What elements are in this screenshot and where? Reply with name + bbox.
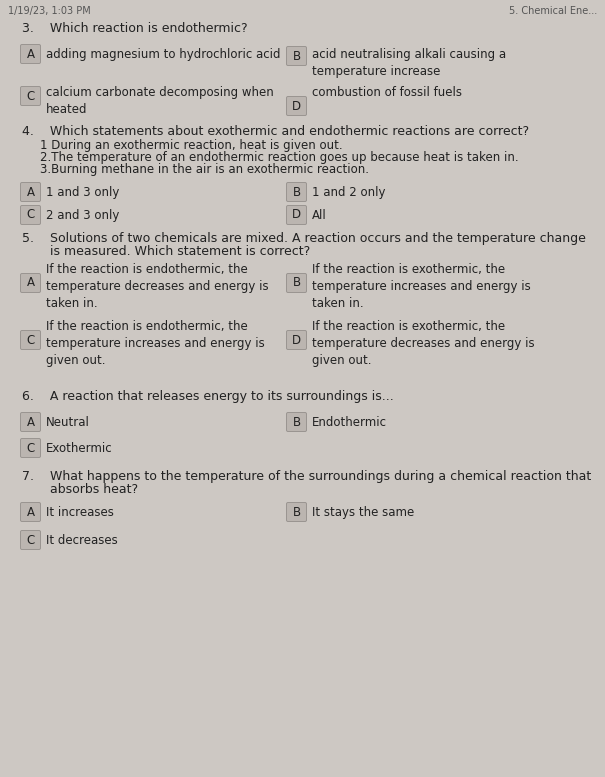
Text: 6.    A reaction that releases energy to its surroundings is...: 6. A reaction that releases energy to it…	[22, 390, 394, 403]
Text: B: B	[292, 506, 301, 518]
Text: A: A	[27, 277, 34, 290]
Text: It increases: It increases	[46, 506, 114, 519]
Text: It stays the same: It stays the same	[312, 506, 414, 519]
FancyBboxPatch shape	[21, 86, 41, 106]
FancyBboxPatch shape	[21, 44, 41, 64]
FancyBboxPatch shape	[21, 274, 41, 292]
Text: 1 and 2 only: 1 and 2 only	[312, 186, 385, 199]
FancyBboxPatch shape	[21, 413, 41, 431]
Text: If the reaction is exothermic, the
temperature increases and energy is
taken in.: If the reaction is exothermic, the tempe…	[312, 263, 531, 310]
Text: A: A	[27, 416, 34, 428]
Text: If the reaction is endothermic, the
temperature decreases and energy is
taken in: If the reaction is endothermic, the temp…	[46, 263, 269, 310]
Text: 1/19/23, 1:03 PM: 1/19/23, 1:03 PM	[8, 6, 91, 16]
Text: Exothermic: Exothermic	[46, 442, 113, 455]
Text: B: B	[292, 50, 301, 62]
FancyBboxPatch shape	[21, 503, 41, 521]
Text: 3.    Which reaction is endothermic?: 3. Which reaction is endothermic?	[22, 22, 247, 35]
Text: C: C	[27, 441, 34, 455]
FancyBboxPatch shape	[287, 47, 307, 65]
Text: Neutral: Neutral	[46, 416, 90, 429]
FancyBboxPatch shape	[287, 413, 307, 431]
Text: D: D	[292, 208, 301, 221]
Text: 2.The temperature of an endothermic reaction goes up because heat is taken in.: 2.The temperature of an endothermic reac…	[40, 151, 518, 164]
Text: B: B	[292, 416, 301, 428]
Text: B: B	[292, 186, 301, 198]
Text: 5.    Solutions of two chemicals are mixed. A reaction occurs and the temperatur: 5. Solutions of two chemicals are mixed.…	[22, 232, 586, 245]
Text: adding magnesium to hydrochloric acid: adding magnesium to hydrochloric acid	[46, 48, 281, 61]
FancyBboxPatch shape	[287, 96, 307, 116]
Text: C: C	[27, 89, 34, 103]
FancyBboxPatch shape	[287, 503, 307, 521]
Text: calcium carbonate decomposing when
heated: calcium carbonate decomposing when heate…	[46, 86, 273, 116]
FancyBboxPatch shape	[287, 205, 307, 225]
Text: 2 and 3 only: 2 and 3 only	[46, 209, 119, 222]
Text: A: A	[27, 506, 34, 518]
Text: C: C	[27, 534, 34, 546]
FancyBboxPatch shape	[287, 274, 307, 292]
FancyBboxPatch shape	[287, 330, 307, 350]
Text: D: D	[292, 99, 301, 113]
Text: It decreases: It decreases	[46, 534, 118, 547]
Text: absorbs heat?: absorbs heat?	[22, 483, 138, 496]
Text: C: C	[27, 208, 34, 221]
FancyBboxPatch shape	[21, 531, 41, 549]
FancyBboxPatch shape	[287, 183, 307, 201]
Text: 1 and 3 only: 1 and 3 only	[46, 186, 119, 199]
Text: A: A	[27, 47, 34, 61]
Text: If the reaction is endothermic, the
temperature increases and energy is
given ou: If the reaction is endothermic, the temp…	[46, 320, 265, 367]
FancyBboxPatch shape	[21, 438, 41, 458]
Text: D: D	[292, 333, 301, 347]
Text: combustion of fossil fuels: combustion of fossil fuels	[312, 86, 462, 99]
Text: A: A	[27, 186, 34, 198]
Text: 5. Chemical Ene...: 5. Chemical Ene...	[509, 6, 597, 16]
Text: B: B	[292, 277, 301, 290]
Text: 7.    What happens to the temperature of the surroundings during a chemical reac: 7. What happens to the temperature of th…	[22, 470, 591, 483]
Text: If the reaction is exothermic, the
temperature decreases and energy is
given out: If the reaction is exothermic, the tempe…	[312, 320, 535, 367]
Text: 4.    Which statements about exothermic and endothermic reactions are correct?: 4. Which statements about exothermic and…	[22, 125, 529, 138]
FancyBboxPatch shape	[21, 183, 41, 201]
Text: Endothermic: Endothermic	[312, 416, 387, 429]
Text: is measured. Which statement is correct?: is measured. Which statement is correct?	[22, 245, 310, 258]
Text: acid neutralising alkali causing a
temperature increase: acid neutralising alkali causing a tempe…	[312, 48, 506, 78]
Text: C: C	[27, 333, 34, 347]
FancyBboxPatch shape	[21, 205, 41, 225]
FancyBboxPatch shape	[21, 330, 41, 350]
Text: 1 During an exothermic reaction, heat is given out.: 1 During an exothermic reaction, heat is…	[40, 139, 342, 152]
Text: 3.Burning methane in the air is an exothermic reaction.: 3.Burning methane in the air is an exoth…	[40, 163, 369, 176]
Text: All: All	[312, 209, 327, 222]
